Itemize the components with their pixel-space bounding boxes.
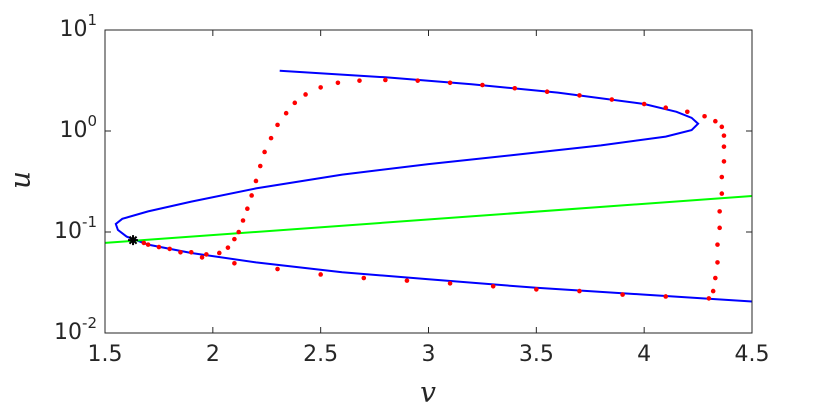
- data-dot: [156, 244, 162, 250]
- data-dot: [577, 288, 582, 294]
- data-dot: [318, 85, 323, 90]
- data-dot: [145, 242, 151, 247]
- data-dot: [275, 122, 280, 128]
- x-tick-label: 2.5: [303, 342, 338, 367]
- data-dot: [721, 144, 727, 149]
- data-dot: [318, 272, 323, 277]
- y-tick-label: 10-2: [54, 314, 97, 346]
- y-tick-exponent: -1: [82, 213, 97, 231]
- data-dot: [719, 174, 725, 180]
- data-dot: [245, 206, 250, 212]
- data-dot: [609, 97, 615, 102]
- data-dot: [577, 93, 582, 98]
- data-dot: [663, 105, 669, 111]
- data-dot: [447, 281, 453, 286]
- data-dot: [415, 78, 421, 83]
- y-tick-label: 101: [59, 11, 97, 43]
- data-dot: [620, 292, 625, 297]
- plot-area: [105, 30, 752, 333]
- data-dot: [404, 278, 410, 283]
- plot-frame: [104, 29, 753, 334]
- data-dot: [383, 77, 388, 83]
- y-tick-label: 10-1: [54, 213, 97, 245]
- data-dot: [303, 92, 308, 97]
- data-dot: [167, 246, 172, 252]
- data-dot: [512, 85, 518, 91]
- data-dot: [188, 249, 194, 255]
- data-dot: [283, 110, 289, 116]
- x-tick-label: 3.5: [519, 342, 554, 367]
- data-dot: [141, 240, 147, 246]
- y-tick-base: 10: [54, 320, 82, 345]
- data-dot: [710, 288, 716, 294]
- data-dot: [447, 80, 453, 86]
- data-dot: [204, 252, 209, 257]
- data-dot: [719, 191, 725, 196]
- data-dot: [721, 159, 727, 164]
- data-dot: [361, 275, 367, 281]
- data-dot: [249, 193, 254, 198]
- data-dot: [702, 113, 707, 119]
- data-dot: [357, 78, 362, 83]
- data-dot: [706, 296, 712, 301]
- data-dot: [268, 135, 274, 141]
- data-dot: [240, 218, 246, 223]
- data-dot: [236, 229, 242, 235]
- x-tick-label: 3: [422, 342, 436, 367]
- star-marker: [128, 235, 139, 246]
- y-tick-exponent: 1: [87, 11, 97, 29]
- data-dot: [217, 250, 222, 256]
- data-dot: [685, 109, 690, 115]
- y-tick-label: 100: [59, 112, 97, 144]
- data-dot: [721, 133, 727, 138]
- data-dot: [199, 255, 205, 260]
- data-dot: [534, 287, 539, 292]
- data-dot: [232, 260, 237, 266]
- data-dot: [335, 80, 341, 86]
- data-dot: [225, 245, 231, 250]
- x-axis-label: v: [420, 376, 436, 409]
- data-dot: [713, 118, 718, 124]
- data-dot: [262, 149, 267, 155]
- y-tick-base: 10: [54, 219, 82, 244]
- data-dot: [257, 163, 263, 169]
- y-tick-base: 10: [59, 118, 87, 143]
- data-dot: [544, 89, 550, 94]
- data-dot: [663, 294, 669, 299]
- data-dot: [292, 100, 298, 106]
- y-tick-exponent: -2: [82, 314, 97, 332]
- data-dot: [253, 178, 259, 184]
- data-dot: [717, 209, 722, 214]
- y-axis-label: u: [4, 171, 37, 189]
- data-dot: [490, 283, 496, 289]
- y-tick-base: 10: [59, 17, 87, 42]
- data-dot: [715, 260, 720, 265]
- data-dot: [713, 275, 718, 281]
- data-dot: [717, 225, 722, 231]
- x-tick-label: 4.5: [735, 342, 770, 367]
- data-dot: [715, 242, 720, 247]
- data-dot: [275, 266, 280, 272]
- data-dot: [480, 82, 485, 88]
- data-dot: [232, 236, 237, 242]
- data-dot: [178, 249, 183, 255]
- series-line: [104, 195, 753, 244]
- x-tick-label: 4: [637, 342, 651, 367]
- data-dot: [641, 101, 647, 107]
- x-tick-label: 2: [206, 342, 220, 367]
- x-tick-label: 1.5: [88, 342, 123, 367]
- y-tick-exponent: 0: [87, 112, 97, 130]
- data-dot: [719, 124, 725, 130]
